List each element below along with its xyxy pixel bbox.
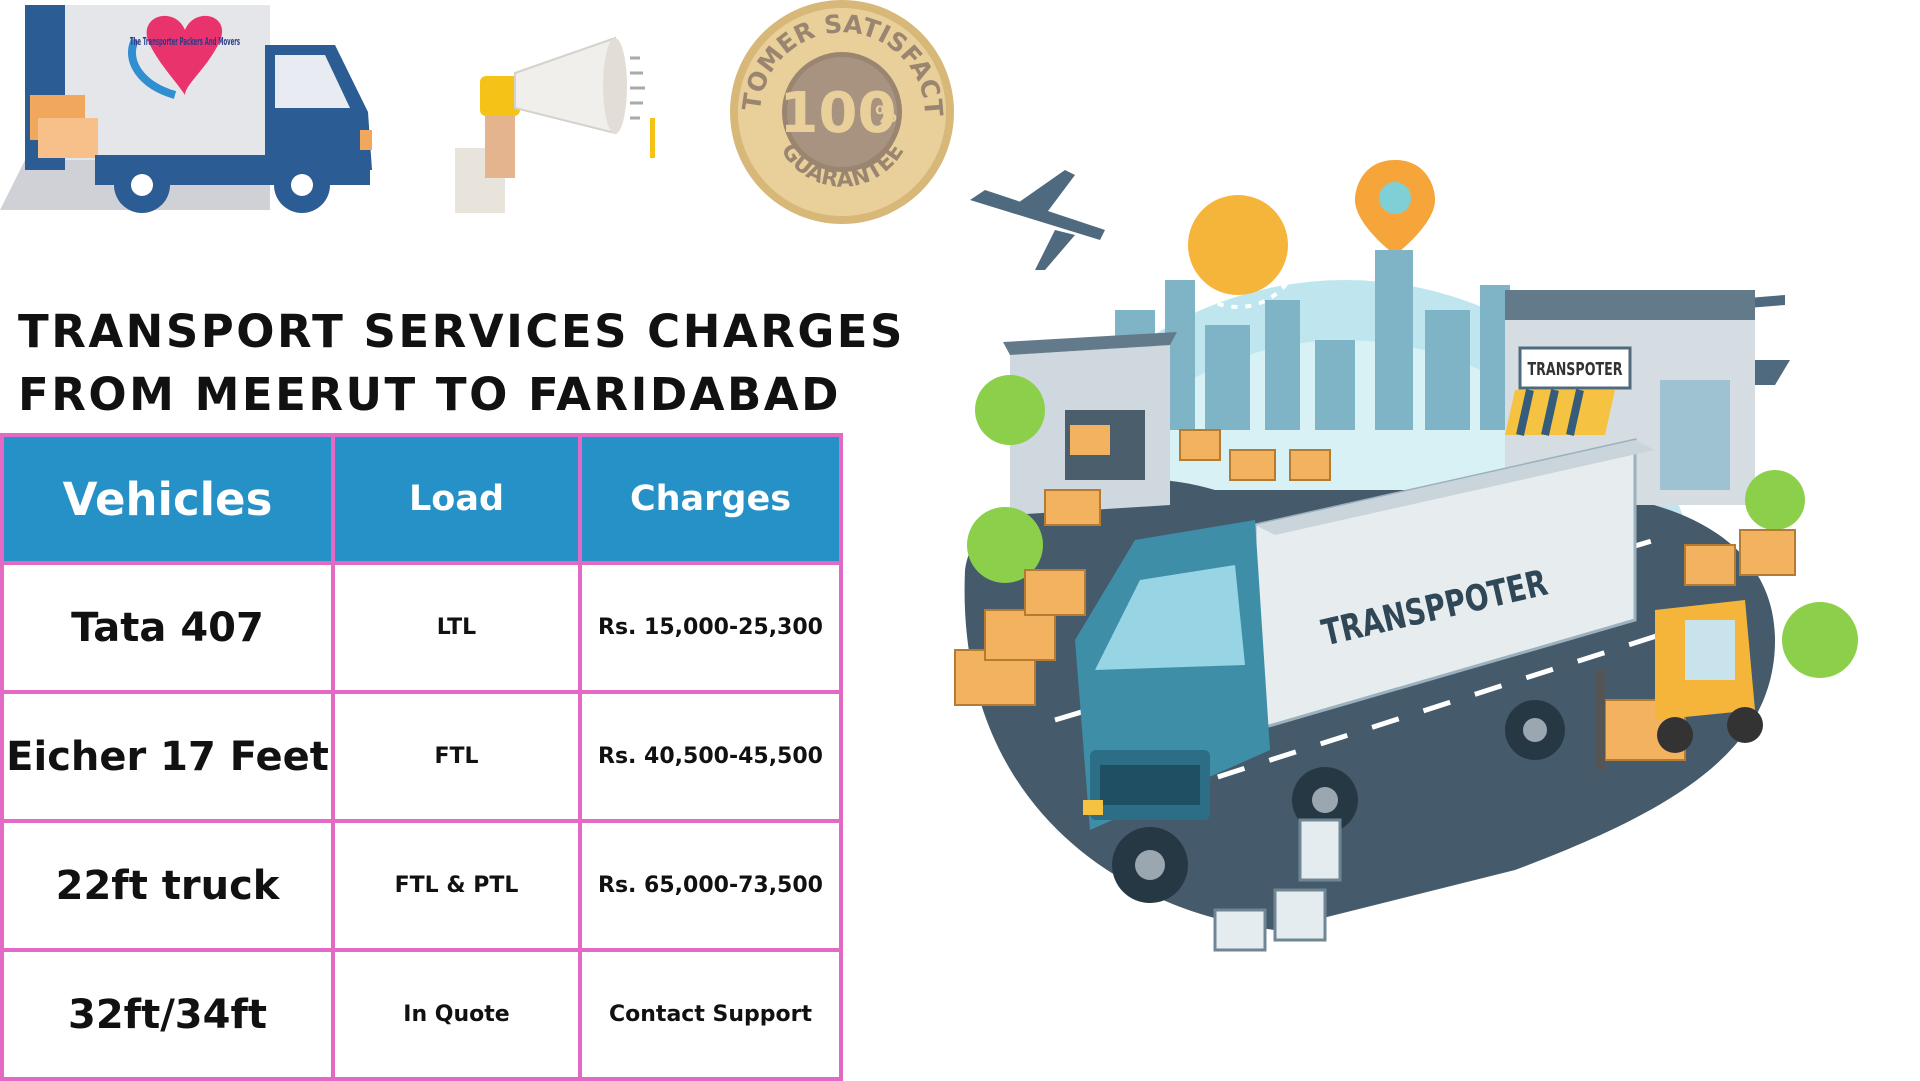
badge-number: 100 (780, 81, 897, 146)
charges-cell: Contact Support (578, 948, 843, 1081)
table-header-row: Vehicles Load Charges (0, 433, 843, 565)
header-vehicles: Vehicles (0, 433, 335, 565)
shop-sign-text: TRANSPOTER (1528, 359, 1623, 380)
table-row: Tata 407 LTL Rs. 15,000-25,300 (0, 561, 843, 694)
charges-table: Vehicles Load Charges Tata 407 LTL Rs. 1… (0, 433, 843, 1081)
vehicle-cell: 32ft/34ft (0, 948, 335, 1081)
table-row: Eicher 17 Feet FTL Rs. 40,500-45,500 (0, 690, 843, 823)
vehicle-cell: Eicher 17 Feet (0, 690, 335, 823)
vehicle-cell: Tata 407 (0, 561, 335, 694)
location-pin-icon (1355, 160, 1435, 255)
logistics-illustration: TRANSPOTER (954, 160, 1858, 952)
page-heading: TRANSPORT SERVICES CHARGES FROM MEERUT T… (18, 300, 905, 426)
airplane-icon (970, 170, 1105, 270)
charges-cell: Rs. 40,500-45,500 (578, 690, 843, 823)
moving-truck-logo: The Transporter Packers And Movers (0, 5, 372, 213)
table-row: 22ft truck FTL & PTL Rs. 65,000-73,500 (0, 819, 843, 952)
badge-percent: % (875, 103, 897, 128)
megaphone-icon (455, 36, 655, 213)
header-load: Load (331, 433, 582, 565)
truck-illustration: TRANSPPOTER (1075, 438, 1655, 903)
logo-text: The Transporter Packers And Movers (130, 35, 240, 48)
load-cell: FTL & PTL (331, 819, 582, 952)
load-cell: LTL (331, 561, 582, 694)
heading-line-2: FROM MEERUT TO FARIDABAD (18, 368, 841, 421)
load-cell: In Quote (331, 948, 582, 1081)
charges-cell: Rs. 65,000-73,500 (578, 819, 843, 952)
sun-icon (1188, 195, 1288, 295)
forklift-icon (1595, 600, 1763, 770)
load-cell: FTL (331, 690, 582, 823)
heading-line-1: TRANSPORT SERVICES CHARGES (18, 305, 905, 358)
header-charges: Charges (578, 433, 843, 565)
satisfaction-badge: CUSTOMER SATISFACTION GUARANTEE 100 % (720, 0, 954, 224)
left-warehouse (1003, 332, 1177, 515)
vehicle-cell: 22ft truck (0, 819, 335, 952)
charges-cell: Rs. 15,000-25,300 (578, 561, 843, 694)
table-row: 32ft/34ft In Quote Contact Support (0, 948, 843, 1081)
